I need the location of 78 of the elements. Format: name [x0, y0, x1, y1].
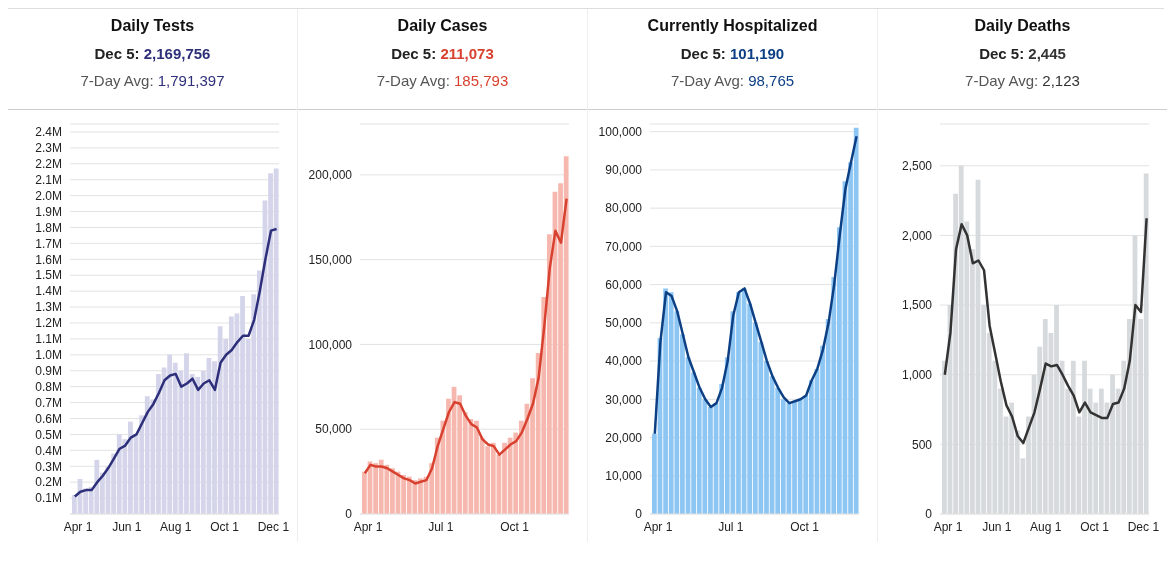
- y-tick-label: 2,500: [901, 159, 933, 174]
- y-tick-label: 0.7M: [35, 395, 62, 410]
- x-tick-label: Oct 1: [1080, 519, 1110, 534]
- x-tick-label: Jun 1: [982, 519, 1012, 534]
- y-tick-label: 100,000: [598, 124, 643, 139]
- y-tick-label: 1.2M: [35, 316, 62, 331]
- y-tick-label: 1.5M: [35, 268, 62, 283]
- y-tick-label: 2.4M: [35, 125, 62, 140]
- x-tick-label: Oct 1: [790, 519, 820, 534]
- y-tick-label: 1.0M: [35, 348, 62, 363]
- y-tick-label: 1,500: [901, 298, 933, 313]
- y-tick-label: 150,000: [308, 252, 353, 267]
- y-tick-label: 80,000: [605, 201, 643, 216]
- y-tick-label: 0: [925, 507, 933, 522]
- chart-title: Daily Deaths: [973, 17, 1072, 35]
- chart-title: Daily Tests: [109, 17, 196, 35]
- y-tick-label: 70,000: [605, 239, 643, 254]
- text: 7-Day Avg: 2,123: [964, 72, 1081, 89]
- y-tick-label: 1.6M: [35, 252, 62, 267]
- y-tick-label: 2,000: [901, 228, 933, 243]
- text: 7-Day Avg: 185,793: [375, 72, 510, 89]
- y-tick-label: 0: [635, 507, 643, 522]
- x-tick-label: Apr 1: [933, 519, 963, 534]
- y-tick-label: 0.4M: [35, 443, 62, 458]
- line-series: [73, 227, 278, 498]
- y-tick-label: 40,000: [605, 354, 643, 369]
- chart-title: Daily Cases: [396, 17, 489, 35]
- y-tick-label: 0.9M: [35, 363, 62, 378]
- y-tick-label: 50,000: [605, 316, 643, 331]
- y-tick-label: 30,000: [605, 392, 643, 407]
- chart-subtitle: Dec 5: 2,169,756: [93, 45, 212, 62]
- line-series: [943, 217, 1148, 445]
- y-tick-label: 2.2M: [35, 157, 62, 172]
- text: 7-Day Avg: 98,765: [669, 72, 796, 89]
- y-tick-label: 500: [911, 437, 933, 452]
- y-tick-label: 0: [345, 507, 353, 522]
- y-tick-label: 20,000: [605, 430, 643, 445]
- y-tick-label: 2.3M: [35, 141, 62, 156]
- y-tick-label: 2.1M: [35, 172, 62, 187]
- y-tick-label: 0.5M: [35, 427, 62, 442]
- y-tick-label: 90,000: [605, 163, 643, 178]
- y-tick-label: 50,000: [315, 422, 353, 437]
- y-tick-label: 1.1M: [35, 332, 62, 347]
- y-tick-label: 60,000: [605, 277, 643, 292]
- x-tick-label: Apr 1: [353, 519, 383, 534]
- y-tick-label: 0.3M: [35, 459, 62, 474]
- chart-subtitle: Dec 5: 2,445: [978, 45, 1067, 62]
- x-tick-label: Jun 1: [112, 519, 142, 534]
- y-tick-label: 1.4M: [35, 284, 62, 299]
- y-tick-label: 1,000: [901, 367, 933, 382]
- y-tick-label: 1.7M: [35, 236, 62, 251]
- x-tick-label: Dec 1: [257, 519, 290, 534]
- line-series: [653, 134, 858, 435]
- x-tick-label: Apr 1: [63, 519, 93, 534]
- y-tick-label: 0.8M: [35, 379, 62, 394]
- y-tick-label: 1.9M: [35, 204, 62, 219]
- x-tick-label: Oct 1: [210, 519, 240, 534]
- x-tick-label: Apr 1: [643, 519, 673, 534]
- y-tick-label: 0.6M: [35, 411, 62, 426]
- x-tick-label: Oct 1: [500, 519, 530, 534]
- line-series: [363, 197, 568, 485]
- text: 7-Day Avg: 1,791,397: [79, 72, 226, 89]
- y-tick-label: 1.8M: [35, 220, 62, 235]
- x-tick-label: Jul 1: [718, 519, 744, 534]
- chart-title: Currently Hospitalized: [646, 17, 819, 35]
- y-tick-label: 100,000: [308, 337, 353, 352]
- chart-subtitle: Dec 5: 101,190: [679, 45, 786, 62]
- x-tick-label: Dec 1: [1127, 519, 1160, 534]
- y-tick-label: 1.3M: [35, 300, 62, 315]
- x-tick-label: Jul 1: [428, 519, 454, 534]
- chart-subtitle: Dec 5: 211,073: [390, 45, 495, 62]
- y-tick-label: 2.0M: [35, 188, 62, 203]
- x-tick-label: Aug 1: [1030, 519, 1062, 534]
- y-tick-label: 0.2M: [35, 475, 62, 490]
- x-tick-label: Aug 1: [160, 519, 192, 534]
- y-tick-label: 200,000: [308, 168, 353, 183]
- y-tick-label: 10,000: [605, 469, 643, 484]
- y-tick-label: 0.1M: [35, 491, 62, 506]
